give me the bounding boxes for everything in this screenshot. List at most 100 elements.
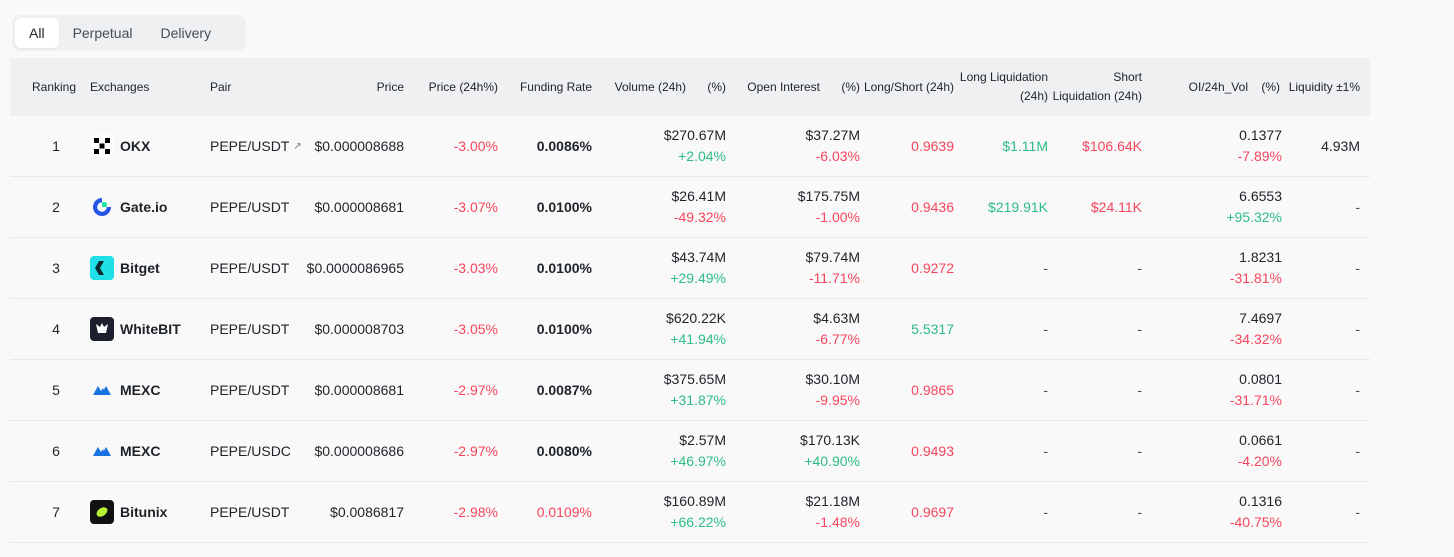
pair-cell[interactable]: PEPE/USDT xyxy=(210,299,289,359)
volume-change: +46.97% xyxy=(670,453,726,469)
header-short-liq-line2: Liquidation (24h) xyxy=(1052,89,1142,103)
liquidity-cell: - xyxy=(1355,443,1360,459)
oi-vol-change: -7.89% xyxy=(1237,148,1282,164)
exchange-cell[interactable]: OKX xyxy=(90,116,150,176)
table-row[interactable]: 3 Bitget PEPE/USDT $0.0000086965 -3.03% 0.010… xyxy=(10,238,1370,299)
header-oi-vol-pct[interactable]: (%) xyxy=(1261,80,1280,94)
long-short-cell: 0.9436 xyxy=(911,199,954,215)
header-short-liq-line1: Short xyxy=(1113,70,1142,84)
tab-all[interactable]: All xyxy=(15,18,59,48)
header-price-24h[interactable]: Price (24h%) xyxy=(428,80,498,94)
tab-delivery[interactable]: Delivery xyxy=(160,25,212,41)
header-volume-24h[interactable]: Volume (24h) xyxy=(614,80,686,94)
exchange-cell[interactable]: Bitunix xyxy=(90,482,167,542)
tab-perpetual[interactable]: Perpetual xyxy=(72,25,133,41)
header-exchanges[interactable]: Exchanges xyxy=(90,80,150,94)
header-short-liquidation[interactable]: Short Liquidation (24h) xyxy=(1042,58,1142,116)
header-liquidity[interactable]: Liquidity ±1% xyxy=(1288,80,1360,94)
long-liquidation-cell: - xyxy=(1043,321,1048,337)
long-liquidation-cell: - xyxy=(1043,443,1048,459)
pair-cell[interactable]: PEPE/USDT xyxy=(210,177,289,237)
long-short-cell: 0.9697 xyxy=(911,504,954,520)
exchange-cell[interactable]: Gate.io xyxy=(90,177,167,237)
pair-cell[interactable]: PEPE/USDT ↗ xyxy=(210,116,302,176)
oi-vol-change: -34.32% xyxy=(1229,331,1282,347)
price-cell: $0.0086817 xyxy=(330,504,404,520)
whitebit-logo xyxy=(90,317,114,341)
exchange-cell[interactable]: Bitget xyxy=(90,238,160,298)
open-interest-cell: $21.18M -1.48% xyxy=(740,482,860,542)
table-row[interactable]: 7 Bitunix PEPE/USDT $0.0086817 -2.98% 0.0109%… xyxy=(10,482,1370,543)
rank-cell: 2 xyxy=(52,199,60,215)
rank-cell: 4 xyxy=(52,321,60,337)
exchange-cell[interactable]: WhiteBIT xyxy=(90,299,181,359)
oi-value: $170.13K xyxy=(800,432,860,448)
oi-change: -11.71% xyxy=(808,270,860,286)
rank-cell: 5 xyxy=(52,382,60,398)
header-volume-pct[interactable]: (%) xyxy=(707,80,726,94)
oi-vol-cell: 0.1377 -7.89% xyxy=(1170,116,1282,176)
table-row[interactable]: 1 OKX PEPE/USDT ↗ $0.000008688 -3.00% 0.0086% $… xyxy=(10,116,1370,177)
pair-cell[interactable]: PEPE/USDC xyxy=(210,421,291,481)
long-short-cell: 5.5317 xyxy=(911,321,954,337)
table-row[interactable]: 4 WhiteBIT PEPE/USDT $0.000008703 -3.05% 0.01… xyxy=(10,299,1370,360)
open-interest-cell: $170.13K +40.90% xyxy=(740,421,860,481)
oi-vol-change: -31.71% xyxy=(1229,392,1282,408)
oi-vol-value: 0.1377 xyxy=(1239,127,1282,143)
price-change-cell: -3.03% xyxy=(453,260,498,276)
external-link-icon[interactable]: ↗ xyxy=(293,140,302,152)
liquidity-cell: - xyxy=(1355,199,1360,215)
header-ranking[interactable]: Ranking xyxy=(32,80,77,94)
exchange-cell[interactable]: MEXC xyxy=(90,421,160,481)
table-row[interactable]: 6 MEXC PEPE/USDC $0.000008686 -2.97% 0.0080% $… xyxy=(10,421,1370,482)
oi-value: $79.74M xyxy=(805,249,860,265)
header-open-interest[interactable]: Open Interest xyxy=(747,80,820,94)
liquidity-cell: 4.93M xyxy=(1321,138,1360,154)
header-long-liquidation[interactable]: Long Liquidation (24h) xyxy=(950,58,1048,116)
header-price[interactable]: Price xyxy=(376,80,404,94)
exchange-name: Gate.io xyxy=(120,199,168,215)
pair-name: PEPE/USDT xyxy=(210,382,290,398)
volume-change: +66.22% xyxy=(670,514,726,530)
volume-change: +31.87% xyxy=(670,392,726,408)
table-row[interactable]: 2 Gate.io PEPE/USDT $0.000008681 -3.07% 0.010… xyxy=(10,177,1370,238)
long-liquidation-cell: $1.11M xyxy=(1002,138,1048,154)
okx-logo xyxy=(90,134,114,158)
exchange-name: MEXC xyxy=(120,382,161,398)
funding-rate-cell: 0.0100% xyxy=(536,199,592,215)
header-long-short[interactable]: Long/Short (24h) xyxy=(863,80,954,94)
volume-cell: $620.22K +41.94% xyxy=(610,299,726,359)
bitunix-logo xyxy=(90,500,114,524)
rank-cell: 7 xyxy=(52,504,60,520)
open-interest-cell: $37.27M -6.03% xyxy=(740,116,860,176)
pair-cell[interactable]: PEPE/USDT xyxy=(210,360,289,420)
volume-change: -49.32% xyxy=(673,209,726,225)
open-interest-cell: $175.75M -1.00% xyxy=(740,177,860,237)
header-pair[interactable]: Pair xyxy=(210,80,232,94)
pair-cell[interactable]: PEPE/USDT xyxy=(210,238,289,298)
oi-change: -1.00% xyxy=(815,209,860,225)
oi-value: $4.63M xyxy=(813,310,860,326)
volume-cell: $375.65M +31.87% xyxy=(610,360,726,420)
oi-vol-value: 1.8231 xyxy=(1239,249,1282,265)
header-oi-vol[interactable]: OI/24h_Vol xyxy=(1188,80,1248,94)
exchange-cell[interactable]: MEXC xyxy=(90,360,160,420)
pair-name: PEPE/USDC xyxy=(210,443,291,459)
long-short-cell: 0.9493 xyxy=(911,443,954,459)
header-long-liq-line1: Long Liquidation xyxy=(959,70,1048,84)
oi-vol-change: -4.20% xyxy=(1237,453,1282,469)
header-oi-pct[interactable]: (%) xyxy=(841,80,860,94)
oi-value: $30.10M xyxy=(805,371,860,387)
header-funding-rate[interactable]: Funding Rate xyxy=(519,80,592,94)
volume-cell: $160.89M +66.22% xyxy=(610,482,726,542)
table-header: Ranking Exchanges Pair Price Price (24h%… xyxy=(10,58,1370,116)
liquidity-cell: - xyxy=(1355,504,1360,520)
long-liquidation-cell: $219.91K xyxy=(988,199,1048,215)
oi-vol-cell: 6.6553 +95.32% xyxy=(1170,177,1282,237)
oi-value: $37.27M xyxy=(805,127,860,143)
table-row[interactable]: 5 MEXC PEPE/USDT $0.000008681 -2.97% 0.0087% $… xyxy=(10,360,1370,421)
pair-cell[interactable]: PEPE/USDT xyxy=(210,482,289,542)
short-liquidation-cell: - xyxy=(1137,382,1142,398)
oi-value: $21.18M xyxy=(805,493,860,509)
price-change-cell: -3.07% xyxy=(453,199,498,215)
